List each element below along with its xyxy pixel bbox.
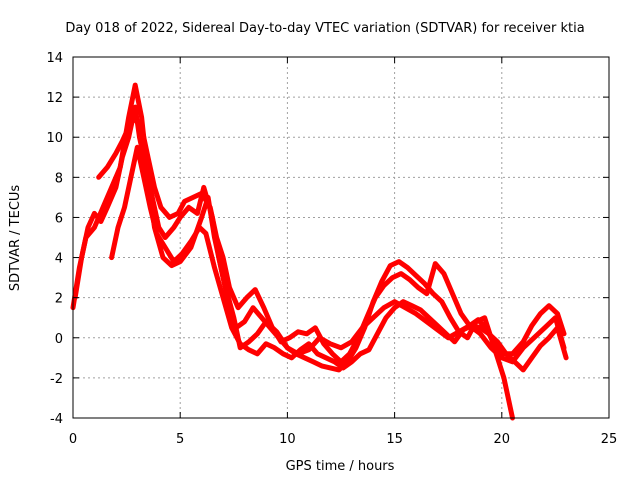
series-track-c <box>96 114 567 365</box>
y-tick-label: 2 <box>55 292 63 307</box>
chart-title: Day 018 of 2022, Sidereal Day-to-day VTE… <box>65 21 584 36</box>
series-track-d <box>109 144 569 373</box>
y-tick-label: 8 <box>55 171 63 186</box>
x-tick-label: 5 <box>176 432 184 447</box>
y-tick-label: 10 <box>46 131 63 146</box>
y-tick-label: 6 <box>55 211 63 226</box>
x-tick-label: 15 <box>386 432 403 447</box>
y-tick-label: -2 <box>50 372 63 387</box>
y-axis-label: SDTVAR / TECUs <box>8 185 23 292</box>
series-track-a <box>70 82 567 365</box>
y-tick-label: 14 <box>46 51 63 66</box>
y-tick-label: 4 <box>55 252 63 267</box>
axis-ticks: 0 5 10 15 20 25 -4 -2 0 2 4 6 8 10 12 14 <box>46 51 617 447</box>
x-tick-label: 0 <box>69 432 77 447</box>
y-tick-label: 0 <box>55 332 63 347</box>
x-tick-label: 10 <box>279 432 296 447</box>
grid-lines <box>73 57 609 418</box>
data-series-group <box>70 82 569 421</box>
plot-frame <box>72 56 610 419</box>
y-tick-label: 12 <box>46 91 63 106</box>
y-tick-label: -4 <box>50 412 63 427</box>
x-tick-label: 25 <box>601 432 618 447</box>
x-axis-label: GPS time / hours <box>286 459 395 474</box>
x-tick-label: 20 <box>494 432 511 447</box>
